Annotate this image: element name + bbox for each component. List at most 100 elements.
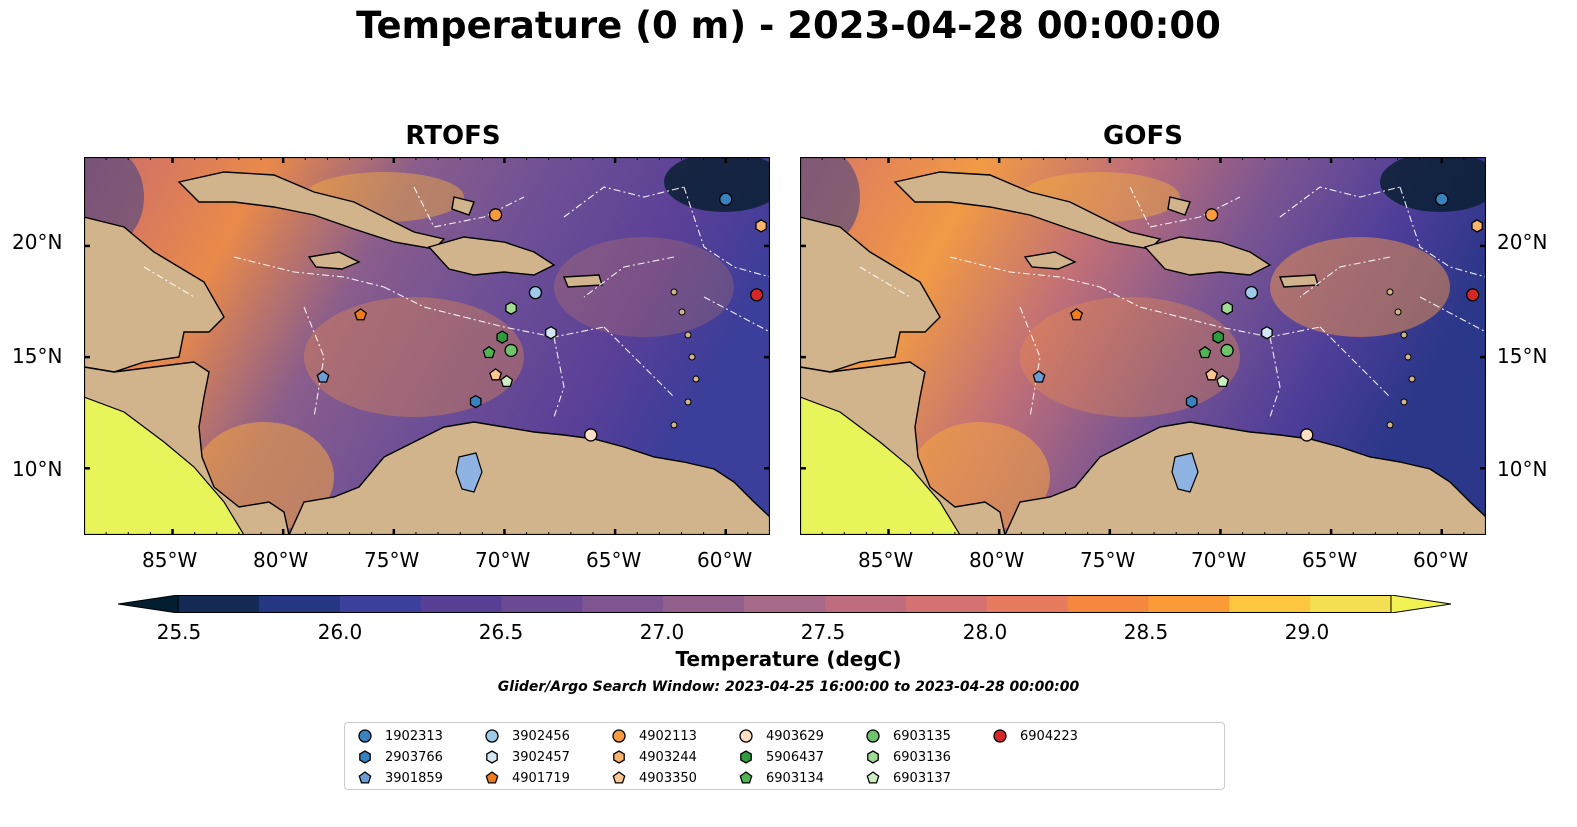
legend-label: 4903244	[639, 749, 697, 765]
legend-label: 2903766	[385, 749, 443, 765]
bahamas-land	[451, 196, 475, 216]
colorbar-tick: 25.5	[156, 620, 202, 644]
gofs-map	[800, 157, 1486, 535]
float-marker-3901859	[1032, 370, 1046, 383]
colorbar-tick: 26.0	[317, 620, 363, 644]
legend-marker	[867, 750, 879, 764]
lon-tick-label: 70°W	[1191, 548, 1247, 572]
lon-tick-label: 85°W	[858, 548, 914, 572]
lake-maracaibo	[455, 452, 483, 493]
island	[678, 308, 686, 316]
legend-marker-icon	[739, 771, 753, 784]
float-marker-4901719	[1070, 308, 1084, 321]
legend-entry: 6903134	[738, 768, 824, 788]
legend-entry: 1902313	[357, 726, 443, 746]
legend-marker	[993, 729, 1007, 743]
legend-marker-icon	[612, 771, 626, 784]
eez-boundaries	[859, 186, 1486, 418]
colorbar-tick: 28.0	[962, 620, 1008, 644]
island	[684, 398, 692, 406]
float-marker-3902456	[1244, 285, 1259, 300]
lat-tick-label: 15°N	[1497, 344, 1548, 368]
legend-marker-icon	[740, 750, 752, 764]
legend-entry: 6903135	[865, 726, 951, 746]
float-marker-6903134	[482, 345, 496, 359]
colorbar-extend-max	[1390, 595, 1451, 613]
legend-marker-icon	[358, 729, 372, 743]
legend-marker	[612, 771, 626, 784]
float-marker-6903137	[500, 374, 514, 388]
pacific-ocean	[84, 396, 245, 535]
legend-marker-icon	[866, 771, 880, 784]
island	[692, 375, 700, 383]
island	[1386, 421, 1394, 429]
legend-marker-icon	[485, 729, 499, 743]
legend-entry: 4903629	[738, 726, 824, 746]
legend-marker-icon	[993, 729, 1007, 743]
legend-entry: 6904223	[992, 726, 1078, 746]
colorbar-tick: 26.5	[478, 620, 524, 644]
legend-marker-icon	[485, 771, 499, 784]
south-america-land	[1004, 421, 1486, 535]
south-america-land	[288, 421, 770, 535]
lat-tick-label: 10°N	[1497, 457, 1548, 481]
legend-marker-icon	[486, 750, 498, 764]
legend-marker	[485, 729, 499, 743]
search-window-caption: Glider/Argo Search Window: 2023-04-25 16…	[497, 679, 1080, 695]
float-marker-4903629	[584, 428, 598, 442]
colorbar-segment	[905, 595, 988, 613]
lat-tick-label: 20°N	[1497, 230, 1548, 254]
puerto-rico-land	[562, 274, 603, 288]
float-marker-1902313	[1435, 192, 1449, 206]
colorbar-segment	[986, 595, 1069, 613]
float-marker-4902113	[1204, 208, 1219, 222]
legend-label: 5906437	[766, 749, 824, 765]
colorbar-segment	[824, 595, 907, 613]
colorbar-segment	[582, 595, 664, 613]
legend-marker-icon	[359, 750, 371, 764]
colorbar-extend-min	[118, 595, 179, 613]
island	[684, 331, 692, 339]
legend-marker	[358, 771, 372, 784]
legend-marker-icon	[358, 771, 372, 784]
island	[1404, 353, 1412, 361]
float-marker-6903136	[505, 301, 517, 315]
legend-label: 4901719	[512, 770, 570, 786]
legend-marker	[866, 729, 880, 743]
legend-marker	[866, 771, 880, 784]
float-marker-4902113	[488, 208, 503, 222]
legend-label: 4902113	[639, 728, 697, 744]
colorbar-segment	[1229, 595, 1311, 613]
float-marker-4903244	[755, 219, 767, 233]
legend-label: 3902457	[512, 749, 570, 765]
float-marker-3901859	[316, 370, 330, 383]
lon-tick-label: 80°W	[969, 548, 1025, 572]
legend-marker-icon	[739, 729, 753, 743]
float-marker-1902313	[719, 192, 733, 206]
colorbar-tick: 27.0	[639, 620, 685, 644]
legend-marker	[358, 729, 372, 743]
float-marker-6903135	[504, 343, 518, 358]
lon-tick-label: 75°W	[1080, 548, 1136, 572]
legend-label: 6903134	[766, 770, 824, 786]
main-title: Temperature (0 m) - 2023-04-28 00:00:00	[356, 4, 1221, 47]
colorbar-segment	[1067, 595, 1149, 613]
float-marker-3902456	[528, 285, 543, 300]
island	[1394, 308, 1402, 316]
colorbar-segment	[420, 595, 502, 613]
lat-tick-label: 20°N	[12, 230, 63, 254]
colorbar-segment	[663, 595, 745, 613]
map-frame	[800, 157, 1486, 535]
float-marker-4903350	[1205, 368, 1219, 381]
temperature-colorbar	[118, 595, 1451, 613]
hispaniola-land	[427, 236, 556, 276]
float-marker-6903136	[1221, 301, 1233, 315]
island	[670, 288, 678, 296]
rtofs-panel-title: RTOFS	[405, 121, 501, 151]
eez-boundaries	[143, 186, 770, 418]
rtofs-map	[84, 157, 770, 535]
legend-entry: 4902113	[611, 726, 697, 746]
colorbar-segment	[178, 595, 260, 613]
legend-marker	[486, 750, 498, 764]
float-marker-6903134	[1198, 345, 1212, 359]
